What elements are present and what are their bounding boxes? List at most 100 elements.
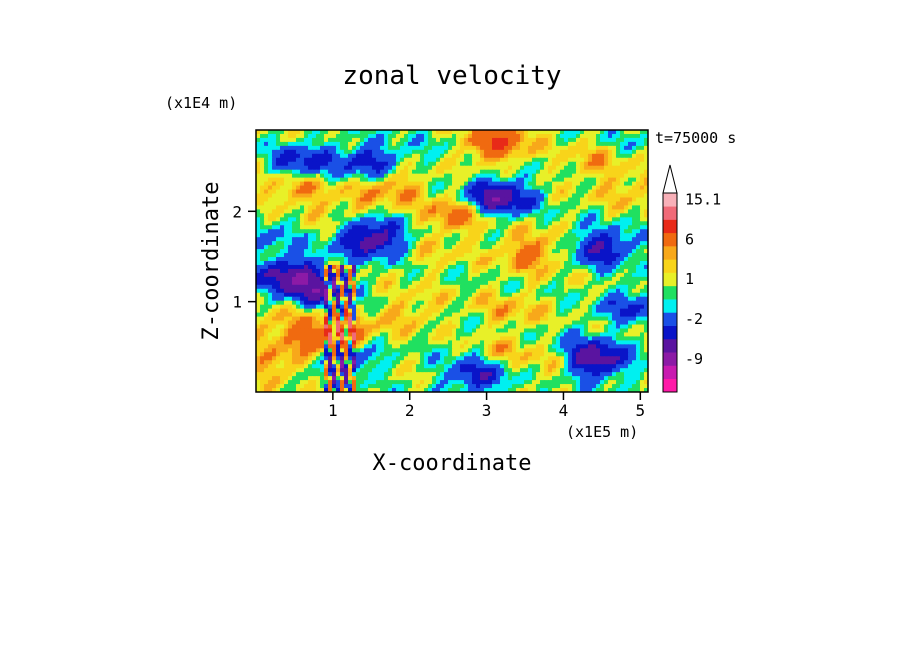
heatmap-cell bbox=[388, 181, 393, 187]
heatmap-cell bbox=[600, 205, 605, 210]
heatmap-cell bbox=[628, 225, 633, 230]
heatmap-cell bbox=[324, 264, 329, 270]
heatmap-cell bbox=[580, 157, 585, 163]
heatmap-cell bbox=[416, 237, 421, 242]
heatmap-cell bbox=[596, 268, 601, 274]
heatmap-cell bbox=[436, 181, 441, 187]
heatmap-cell bbox=[304, 157, 309, 163]
heatmap-cell bbox=[528, 189, 533, 195]
heatmap-cell bbox=[544, 201, 549, 207]
heatmap-cell bbox=[424, 328, 429, 334]
heatmap-cell bbox=[504, 205, 509, 210]
heatmap-cell bbox=[540, 253, 545, 258]
heatmap-cell bbox=[276, 328, 281, 334]
heatmap-cell bbox=[484, 296, 489, 302]
heatmap-cell bbox=[624, 257, 629, 262]
heatmap-cell bbox=[396, 229, 401, 234]
heatmap-cell bbox=[580, 276, 585, 282]
heatmap-cell bbox=[360, 193, 365, 199]
heatmap-cell bbox=[436, 225, 441, 230]
heatmap-cell bbox=[412, 272, 417, 278]
heatmap-cell bbox=[308, 221, 313, 226]
heatmap-cell bbox=[336, 209, 341, 214]
heatmap-cell bbox=[428, 328, 433, 334]
heatmap-cell bbox=[620, 312, 625, 318]
heatmap-cell bbox=[640, 169, 645, 175]
heatmap-cell bbox=[608, 324, 613, 330]
heatmap-cell bbox=[468, 137, 473, 143]
heatmap-cell bbox=[280, 189, 285, 195]
heatmap-cell bbox=[324, 137, 329, 143]
heatmap-cell bbox=[444, 213, 449, 218]
heatmap-cell bbox=[464, 209, 469, 214]
heatmap-cell bbox=[296, 217, 301, 222]
heatmap-cell bbox=[352, 316, 357, 322]
heatmap-cell bbox=[320, 157, 325, 163]
heatmap-cell bbox=[592, 241, 597, 246]
heatmap-cell bbox=[608, 209, 613, 214]
heatmap-cell bbox=[312, 276, 317, 282]
heatmap-cell bbox=[396, 249, 401, 254]
heatmap-cell bbox=[384, 320, 389, 326]
heatmap-cell bbox=[288, 292, 293, 298]
heatmap-cell bbox=[332, 284, 337, 290]
heatmap-cell bbox=[376, 201, 381, 207]
heatmap-cell bbox=[576, 268, 581, 274]
heatmap-cell bbox=[528, 221, 533, 226]
heatmap-cell bbox=[468, 300, 473, 306]
heatmap-cell bbox=[296, 272, 301, 278]
heatmap-cell bbox=[368, 181, 373, 187]
heatmap-cell bbox=[572, 288, 577, 294]
heatmap-cell bbox=[280, 173, 285, 179]
heatmap-cell bbox=[584, 316, 589, 322]
heatmap-cell bbox=[644, 165, 648, 171]
heatmap-cell bbox=[292, 237, 297, 242]
heatmap-cell bbox=[584, 181, 589, 187]
heatmap-cell bbox=[320, 229, 325, 234]
heatmap-cell bbox=[576, 233, 581, 238]
heatmap-cell bbox=[508, 261, 513, 266]
heatmap-cell bbox=[596, 296, 601, 302]
heatmap-cell bbox=[516, 221, 521, 226]
heatmap-cell bbox=[308, 324, 313, 330]
heatmap-cell bbox=[432, 249, 437, 254]
heatmap-cell bbox=[520, 257, 525, 262]
heatmap-cell bbox=[496, 197, 501, 203]
heatmap-cell bbox=[384, 284, 389, 290]
heatmap-cell bbox=[436, 308, 441, 314]
heatmap-cell bbox=[536, 165, 541, 171]
heatmap-cell bbox=[356, 296, 361, 302]
heatmap-cell bbox=[292, 201, 297, 207]
heatmap-cell bbox=[416, 141, 421, 147]
heatmap-cell bbox=[456, 229, 461, 234]
heatmap-cell bbox=[440, 181, 445, 187]
heatmap-cell bbox=[472, 225, 477, 230]
heatmap-cell bbox=[284, 181, 289, 187]
heatmap-cell bbox=[520, 141, 525, 147]
heatmap-cell bbox=[572, 241, 577, 246]
heatmap-cell bbox=[324, 320, 329, 326]
heatmap-cell bbox=[520, 328, 525, 334]
heatmap-cell bbox=[568, 165, 573, 171]
heatmap-cell bbox=[372, 229, 377, 234]
heatmap-cell bbox=[368, 257, 373, 262]
heatmap-cell bbox=[556, 130, 561, 135]
heatmap-cell bbox=[416, 308, 421, 314]
heatmap-cell bbox=[548, 130, 553, 135]
heatmap-cell bbox=[472, 205, 477, 210]
heatmap-cell bbox=[560, 272, 565, 278]
heatmap-cell bbox=[336, 133, 341, 139]
heatmap-cell bbox=[584, 193, 589, 199]
heatmap-cell bbox=[620, 237, 625, 242]
heatmap-cell bbox=[544, 225, 549, 230]
heatmap-cell bbox=[504, 157, 509, 163]
heatmap-cell bbox=[292, 205, 297, 210]
heatmap-cell bbox=[388, 257, 393, 262]
heatmap-cell bbox=[348, 300, 353, 306]
heatmap-cell bbox=[312, 145, 317, 151]
heatmap-cell bbox=[256, 130, 261, 135]
heatmap-cell bbox=[424, 181, 429, 187]
heatmap-cell bbox=[624, 300, 629, 306]
heatmap-cell bbox=[616, 189, 621, 195]
heatmap-cell bbox=[416, 233, 421, 238]
